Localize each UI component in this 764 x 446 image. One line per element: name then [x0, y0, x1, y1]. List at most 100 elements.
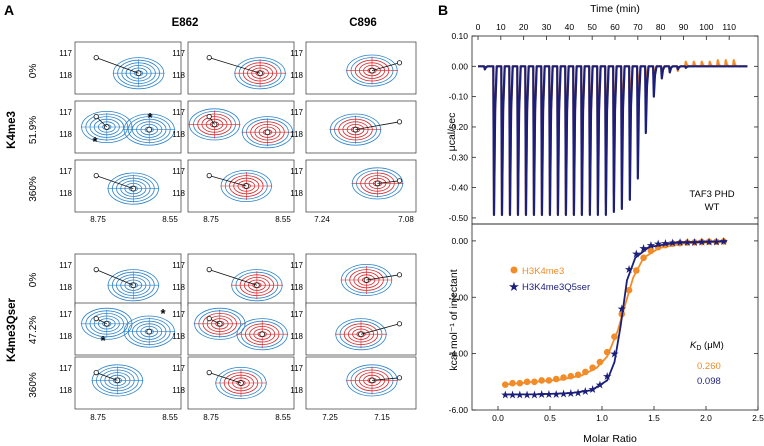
itc-data-point-star: ★: [522, 390, 532, 402]
itc-data-point-star: ★: [500, 390, 510, 402]
itc-data-point-star: ★: [711, 236, 721, 248]
nmr-ytick: 118: [290, 283, 303, 292]
nmr-tile-contours: [206, 54, 287, 90]
nmr-reference-marker: [396, 321, 403, 327]
nmr-tile-contours: [351, 167, 404, 200]
nmr-tile-frame: [187, 356, 295, 410]
nmr-tile-contours: [193, 307, 289, 351]
nmr-tile-frame: [74, 41, 182, 95]
row-label-k4me3-0: 0%: [28, 64, 39, 79]
itc-data-point-star: ★: [624, 264, 634, 276]
itc-top-ytick-label: -0.30: [449, 152, 469, 162]
nmr-ytick: 118: [290, 332, 303, 341]
nmr-ytick: 117: [290, 364, 303, 373]
nmr-panel-grid: 117 118 117 118 117 118 117 118 117 118 117 118 117 1…: [59, 41, 417, 410]
legend-marker-h3k4me3q5ser: ★: [508, 279, 520, 294]
itc-panel: Time (min) μcal/sec kcal mol⁻¹ of inject…: [446, 3, 764, 445]
nmr-tile-frame: [74, 356, 182, 410]
nmr-tile-contours: [206, 169, 273, 202]
panel-b-label: B: [438, 2, 448, 18]
nmr-ytick: 117: [59, 310, 72, 319]
nmr-reference-marker: [396, 375, 403, 381]
nmr-reference-marker: [206, 266, 212, 273]
itc-data-point-star: ★: [595, 380, 605, 392]
nmr-tile-frame: [305, 41, 417, 95]
nmr-star-marker: *: [92, 134, 98, 149]
group-label-k4me3: K4me3: [6, 111, 18, 149]
itc-data-point-star: ★: [697, 236, 707, 248]
itc-top-ytick-label: -0.50: [449, 213, 469, 223]
nmr-reference-marker: [93, 114, 99, 120]
itc-data-point-circle: [596, 358, 604, 366]
nmr-ytick: 117: [59, 49, 72, 58]
itc-data-point-star: ★: [529, 390, 539, 402]
itc-bottom-xtick-label: 1.0: [596, 413, 608, 423]
itc-data-point-circle: [589, 364, 596, 372]
itc-thermogram: 0.10 0.00 -0.10 -0.20 -0.30 -0.40 -0.50 0 10 20 30…: [449, 22, 758, 223]
itc-data-point-circle: [516, 379, 524, 387]
itc-data-point-circle: [523, 378, 531, 386]
itc-top-ytick-label: 0.10: [451, 31, 468, 41]
nmr-reference-marker: [93, 54, 99, 61]
nmr-ytick: 117: [172, 261, 185, 270]
nmr-shift-line: [371, 377, 400, 381]
nmr-ytick: 118: [59, 386, 72, 395]
legend-marker-h3k4me3: [510, 266, 518, 274]
itc-data-point-circle: [611, 333, 618, 341]
itc-data-point-star: ★: [675, 237, 685, 249]
group-label-k4me3qser: K4me3Qser: [6, 298, 18, 362]
itc-top-ytick-label: -0.40: [449, 183, 469, 193]
nmr-tile-contours: [91, 364, 144, 397]
itc-bottom-xtick-label: 0.0: [492, 413, 504, 423]
itc-top-xtick-label: 0: [476, 22, 481, 32]
itc-data-point-star: ★: [588, 384, 598, 396]
nmr-xtick: 8.55: [275, 413, 291, 422]
itc-data-point-circle: [509, 379, 516, 387]
nmr-shift-line: [360, 323, 400, 335]
nmr-xtick: 8.75: [90, 215, 106, 224]
nmr-tile-contours: [346, 364, 403, 397]
nmr-ytick: 118: [59, 71, 72, 80]
itc-bottom-ytick-label: -6.00: [449, 405, 469, 415]
nmr-tile-contours: [93, 172, 160, 205]
nmr-shift-line: [355, 121, 400, 130]
itc-thermogram-trace: [478, 65, 748, 217]
nmr-ytick: 117: [290, 167, 303, 176]
itc-data-point-circle: [501, 381, 509, 388]
itc-bottom-ytick-label: -2.00: [449, 292, 469, 302]
itc-bottom-xtick-label: 0.5: [544, 413, 556, 423]
nmr-xtick: 8.75: [90, 413, 106, 422]
nmr-tile-contours: [93, 266, 160, 302]
nmr-shift-line: [209, 269, 258, 286]
itc-isotherm: 0.00-2.00-4.00-6.000.0 0.5 1.0 1.5 2.0 2.5★★★…: [449, 236, 764, 423]
nmr-peak-marker: [264, 129, 271, 136]
nmr-xtick: 8.75: [203, 413, 219, 422]
nmr-reference-marker: [396, 178, 403, 184]
itc-data-point-star: ★: [668, 237, 678, 249]
nmr-tile-frame: [187, 100, 295, 154]
nmr-tile-frame: [305, 159, 417, 213]
itc-data-point-circle: [603, 348, 611, 356]
itc-data-point-star: ★: [537, 389, 547, 401]
itc-top-xtick-label: 10: [496, 22, 506, 32]
nmr-reference-marker: [206, 315, 212, 322]
itc-data-point-star: ★: [559, 389, 569, 401]
itc-top-xtick-label: 60: [610, 22, 620, 32]
itc-data-point-star: ★: [602, 371, 612, 383]
itc-data-point-star: ★: [653, 239, 663, 251]
legend-label-h3k4me3q5ser: H3K4me3Q5ser: [522, 282, 590, 293]
nmr-ytick: 117: [59, 167, 72, 176]
nmr-ytick: 118: [59, 130, 72, 139]
itc-bottom-frame: [471, 223, 759, 411]
nmr-shift-line: [96, 372, 118, 381]
itc-data-point-circle: [545, 377, 553, 384]
itc-top-xtick-label: 110: [722, 22, 736, 32]
nmr-ytick: 118: [172, 283, 185, 292]
nmr-ytick: 118: [172, 386, 185, 395]
nmr-reference-marker: [93, 369, 99, 376]
nmr-reference-marker: [206, 114, 212, 120]
nmr-reference-marker: [93, 173, 99, 179]
itc-top-xtick-label: 100: [699, 22, 713, 32]
nmr-ytick: 117: [59, 261, 72, 270]
nmr-peak-marker: [130, 185, 137, 192]
